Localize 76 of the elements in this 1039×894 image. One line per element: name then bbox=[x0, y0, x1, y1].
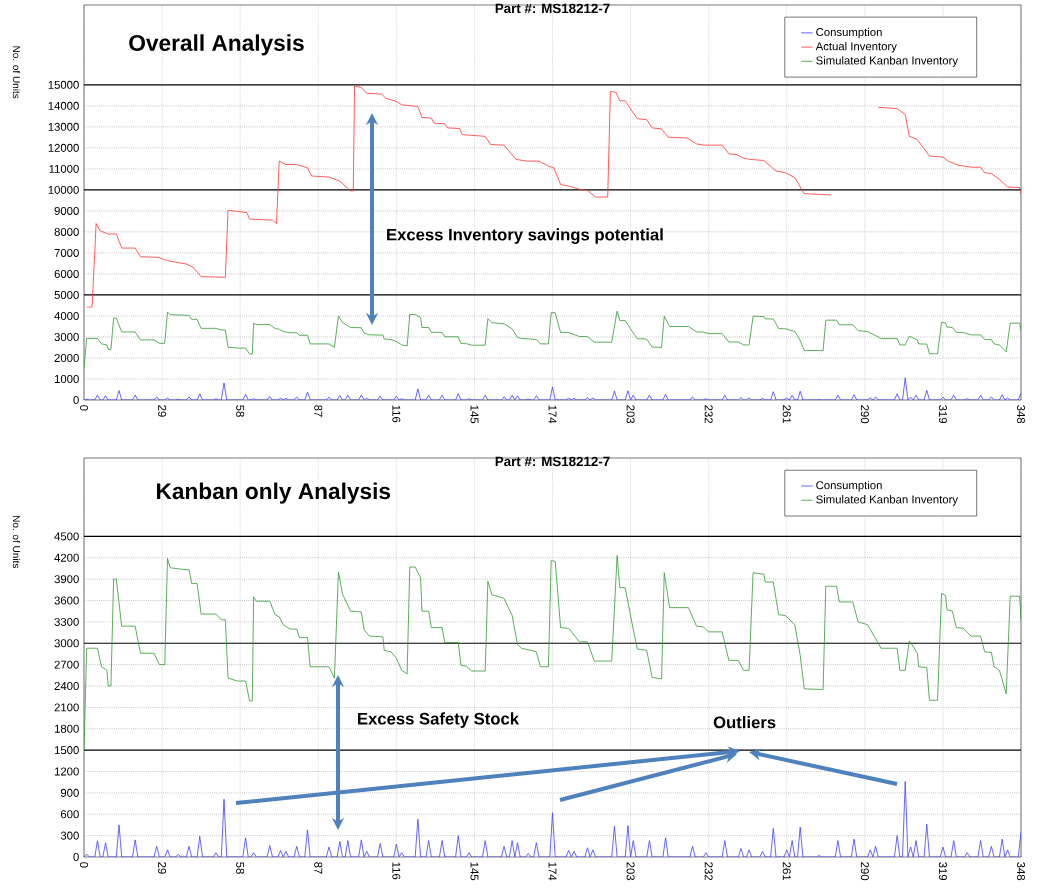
y-axis-title: No. of Units bbox=[12, 516, 21, 569]
x-tick-label: 203 bbox=[626, 862, 635, 881]
legend-label: Consumption bbox=[816, 480, 882, 492]
x-tick-label: 145 bbox=[470, 862, 479, 881]
y-tick-label: 1500 bbox=[54, 746, 79, 755]
y-tick-label: 4200 bbox=[54, 553, 79, 562]
x-tick-label: 261 bbox=[782, 862, 791, 881]
y-tick-label: 2000 bbox=[54, 353, 79, 362]
x-tick-label: 58 bbox=[236, 405, 245, 417]
y-axis-title: No. of Units bbox=[12, 46, 21, 99]
annotation: Overall Analysis bbox=[129, 34, 304, 56]
x-tick-label: 87 bbox=[314, 405, 323, 417]
y-tick-label: 2400 bbox=[54, 682, 79, 691]
chart-title: Part #: MS18212-7 bbox=[495, 456, 610, 467]
y-tick-label: 14000 bbox=[48, 101, 79, 110]
legend-label: Simulated Kanban Inventory bbox=[816, 56, 958, 67]
x-tick-label: 290 bbox=[860, 862, 869, 881]
y-tick-label: 2100 bbox=[54, 703, 79, 712]
y-tick-label: 11000 bbox=[49, 164, 79, 173]
x-tick-label: 0 bbox=[80, 862, 88, 868]
y-tick-label: 13000 bbox=[48, 122, 79, 131]
x-tick-label: 232 bbox=[704, 405, 713, 424]
y-tick-label: 10000 bbox=[48, 185, 79, 194]
x-tick-label: 319 bbox=[938, 862, 947, 881]
x-tick-label: 116 bbox=[392, 862, 401, 880]
line-series bbox=[84, 555, 1022, 751]
x-tick-label: 116 bbox=[392, 405, 401, 423]
y-tick-label: 4500 bbox=[54, 532, 79, 541]
y-tick-label: 1000 bbox=[54, 374, 79, 383]
y-tick-label: 3900 bbox=[54, 575, 79, 584]
y-tick-label: 0 bbox=[73, 395, 79, 404]
x-tick-label: 290 bbox=[860, 405, 869, 424]
legend-label: Actual Inventory bbox=[815, 41, 897, 53]
y-tick-label: 5000 bbox=[54, 290, 79, 299]
x-tick-label: 174 bbox=[548, 405, 557, 424]
y-tick-label: 12000 bbox=[48, 143, 79, 152]
y-tick-label: 7000 bbox=[54, 248, 79, 257]
legend-label: Consumption bbox=[816, 27, 882, 39]
x-tick-label: 203 bbox=[626, 405, 635, 424]
x-tick-label: 348 bbox=[1017, 862, 1026, 881]
y-tick-label: 2700 bbox=[54, 660, 79, 669]
y-tick-label: 1200 bbox=[54, 767, 79, 776]
y-tick-label: 0 bbox=[73, 853, 79, 862]
y-tick-label: 3300 bbox=[54, 617, 79, 626]
y-tick-label: 6000 bbox=[54, 269, 79, 278]
x-tick-label: 232 bbox=[704, 862, 713, 881]
x-tick-label: 348 bbox=[1017, 405, 1026, 424]
y-tick-label: 3600 bbox=[54, 596, 79, 605]
x-tick-label: 0 bbox=[80, 405, 88, 411]
x-tick-label: 29 bbox=[158, 862, 167, 874]
y-tick-label: 4000 bbox=[54, 311, 79, 320]
x-tick-label: 145 bbox=[470, 405, 479, 424]
x-tick-label: 261 bbox=[782, 405, 791, 424]
legend-label: Simulated Kanban Inventory bbox=[816, 495, 958, 506]
x-tick-label: 319 bbox=[938, 405, 947, 424]
y-tick-label: 15000 bbox=[48, 80, 79, 89]
annotation: Outliers bbox=[713, 716, 776, 729]
y-tick-label: 900 bbox=[60, 788, 79, 797]
line-series bbox=[84, 310, 1022, 369]
x-tick-label: 174 bbox=[548, 862, 557, 881]
chart-title: Part #: MS18212-7 bbox=[495, 3, 610, 14]
y-tick-label: 600 bbox=[60, 810, 79, 819]
y-tick-label: 3000 bbox=[54, 639, 79, 648]
annotation: Excess Safety Stock bbox=[358, 712, 520, 728]
x-tick-label: 87 bbox=[314, 862, 323, 874]
x-tick-label: 29 bbox=[158, 405, 167, 417]
y-tick-label: 9000 bbox=[54, 206, 79, 215]
y-tick-label: 3000 bbox=[54, 332, 79, 341]
y-tick-label: 1800 bbox=[54, 724, 79, 733]
y-tick-label: 8000 bbox=[54, 227, 79, 236]
annotation: Excess Inventory savings potential bbox=[387, 228, 663, 244]
y-tick-label: 300 bbox=[60, 831, 79, 840]
x-tick-label: 58 bbox=[236, 862, 245, 874]
line-series bbox=[84, 377, 1022, 400]
line-series bbox=[84, 781, 1022, 857]
annotation: Kanban only Analysis bbox=[157, 482, 391, 504]
